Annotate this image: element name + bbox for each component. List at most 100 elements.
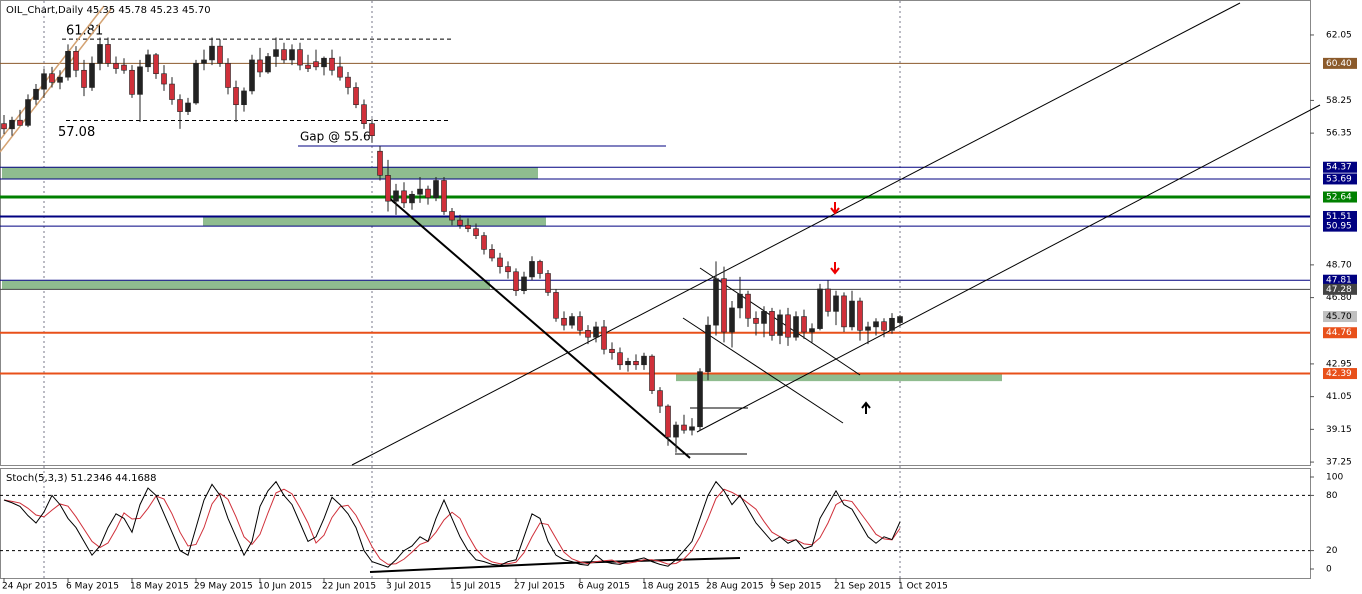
- candle-body: [593, 326, 599, 338]
- candle-body: [801, 316, 807, 333]
- candle-body: [433, 180, 439, 199]
- x-tick-label: 18 May 2015: [130, 582, 189, 592]
- candle-body: [729, 307, 735, 333]
- candle-body: [601, 326, 607, 350]
- candle-body: [289, 49, 295, 61]
- level-label: 44.76: [1326, 328, 1352, 338]
- x-tick-label: 6 May 2015: [66, 582, 119, 592]
- candle-body: [329, 57, 335, 71]
- candle-body: [345, 76, 351, 88]
- candle-body: [337, 66, 343, 78]
- candle-body: [121, 64, 127, 71]
- candle-body: [257, 59, 263, 73]
- candle-body: [753, 317, 759, 324]
- candle-body: [641, 355, 647, 366]
- x-tick-label: 29 May 2015: [194, 582, 253, 592]
- x-tick-label: 6 Aug 2015: [578, 582, 630, 592]
- x-tick-label: 10 Jun 2015: [258, 582, 312, 592]
- level-label: 53.69: [1326, 174, 1352, 184]
- candle-body: [249, 59, 255, 92]
- candle-body: [873, 321, 879, 328]
- candle-body: [865, 326, 871, 331]
- candle-body: [537, 261, 543, 274]
- down-arrow: [830, 202, 840, 215]
- candle-body: [65, 51, 71, 78]
- level-label: 42.39: [1326, 369, 1352, 379]
- candle-body: [673, 424, 679, 438]
- candle-body: [489, 249, 495, 259]
- candle-body: [313, 61, 319, 68]
- candle-body: [697, 371, 703, 428]
- candle-body: [577, 316, 583, 331]
- candle-body: [481, 235, 487, 250]
- candle-body: [721, 278, 727, 333]
- stoch-tick-label: 80: [1326, 491, 1338, 501]
- candle-body: [281, 49, 287, 61]
- candle-body: [449, 211, 455, 221]
- candle-body: [529, 261, 535, 278]
- candle-body: [361, 104, 367, 124]
- trendline: [369, 562, 566, 573]
- candle-body: [881, 321, 887, 331]
- candle-body: [209, 45, 215, 61]
- y-tick-label: 62.05: [1326, 30, 1352, 40]
- candle-body: [745, 293, 751, 319]
- x-tick-label: 24 Apr 2015: [2, 582, 58, 592]
- candle-body: [305, 64, 311, 69]
- candle-body: [57, 76, 63, 83]
- chart-title: OIL_Chart,Daily 45.35 45.78 45.23 45.70: [6, 5, 211, 16]
- candle-body: [809, 328, 815, 333]
- candle-body: [201, 59, 207, 64]
- candle-body: [777, 314, 783, 336]
- candle-body: [321, 57, 327, 68]
- candle-body: [217, 45, 223, 64]
- level-label: 50.95: [1326, 222, 1352, 232]
- candle-body: [273, 49, 279, 57]
- candle-body: [153, 54, 159, 75]
- candle-body: [609, 348, 615, 354]
- candle-body: [369, 123, 375, 137]
- candle-body: [105, 44, 111, 64]
- candle-body: [457, 219, 463, 226]
- candle-body: [689, 426, 695, 431]
- level-tag: [1323, 327, 1357, 339]
- candle-body: [169, 83, 175, 100]
- candle-body: [633, 361, 639, 366]
- main-panel: [0, 0, 1311, 466]
- candle-body: [145, 54, 151, 68]
- y-tick-label: 39.15: [1326, 425, 1352, 435]
- candle-body: [497, 257, 503, 267]
- y-tick-label: 41.05: [1326, 392, 1352, 402]
- candle-body: [657, 390, 663, 407]
- candle-body: [585, 330, 591, 338]
- stoch-tick-label: 0: [1326, 564, 1332, 574]
- level-label: 52.64: [1326, 193, 1352, 203]
- candle-body: [241, 90, 247, 106]
- candle-body: [521, 276, 527, 292]
- candle-body: [25, 99, 31, 126]
- candle-body: [825, 288, 831, 312]
- candle-body: [705, 324, 711, 372]
- x-tick-label: 1 Oct 2015: [898, 582, 948, 592]
- candle-body: [265, 56, 271, 73]
- candle-body: [161, 73, 167, 85]
- candle-body: [17, 119, 23, 126]
- candle-body: [393, 190, 399, 202]
- level-label: 51.51: [1326, 212, 1352, 222]
- candle-body: [9, 119, 15, 130]
- candle-body: [185, 102, 191, 112]
- y-tick-label: 56.35: [1326, 129, 1352, 139]
- candle-body: [113, 63, 119, 69]
- candle-body: [385, 175, 391, 202]
- candle-body: [49, 73, 55, 83]
- stoch-tick-label: 100: [1326, 473, 1343, 483]
- level-annotation: 57.08: [58, 125, 95, 140]
- trendline: [387, 196, 691, 459]
- x-tick-label: 28 Aug 2015: [706, 582, 764, 592]
- candle-body: [137, 66, 143, 95]
- candle-body: [193, 63, 199, 104]
- candle-body: [377, 150, 383, 176]
- x-tick-label: 27 Jul 2015: [514, 582, 565, 592]
- level-tag: [1323, 311, 1357, 323]
